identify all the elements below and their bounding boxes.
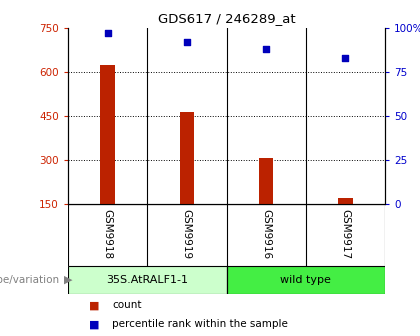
Bar <box>68 266 226 294</box>
Text: GSM9919: GSM9919 <box>182 209 192 259</box>
Text: GSM9916: GSM9916 <box>261 209 271 259</box>
Text: count: count <box>112 300 142 310</box>
Point <box>184 39 190 45</box>
Text: ■: ■ <box>89 319 100 329</box>
Point <box>263 46 270 52</box>
Bar <box>338 198 352 248</box>
Point <box>342 55 349 60</box>
Text: wild type: wild type <box>280 275 331 285</box>
Text: 35S.AtRALF1-1: 35S.AtRALF1-1 <box>106 275 188 285</box>
Point <box>104 31 111 36</box>
Text: percentile rank within the sample: percentile rank within the sample <box>112 319 288 329</box>
Bar <box>100 65 115 248</box>
Text: ▶: ▶ <box>64 275 72 285</box>
Text: genotype/variation: genotype/variation <box>0 275 60 285</box>
Text: GSM9918: GSM9918 <box>102 209 113 259</box>
Bar <box>180 113 194 248</box>
Bar <box>226 266 385 294</box>
Title: GDS617 / 246289_at: GDS617 / 246289_at <box>158 12 295 26</box>
Text: GSM9917: GSM9917 <box>340 209 350 259</box>
Bar <box>259 158 273 248</box>
Text: ■: ■ <box>89 300 100 310</box>
